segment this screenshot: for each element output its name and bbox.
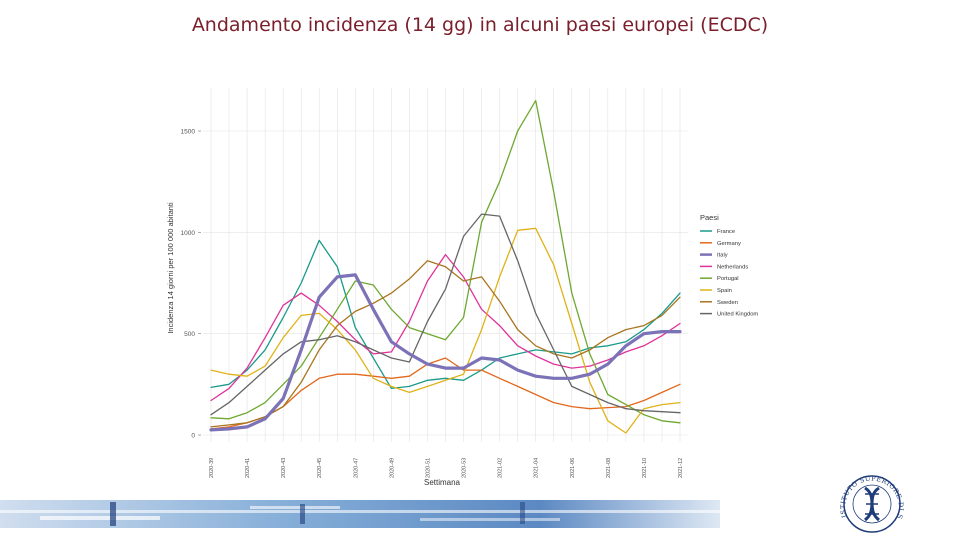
- legend-label: Netherlands: [717, 264, 748, 270]
- y-tick-label: 0: [191, 433, 195, 440]
- x-tick-label: 2020-45: [317, 458, 323, 478]
- x-tick-label: 2021-02: [498, 458, 504, 478]
- legend-label: Sweden: [717, 300, 738, 306]
- chart-series: [209, 99, 682, 434]
- footer-decorative-band: [0, 500, 720, 528]
- x-tick-label: 2021-12: [678, 458, 684, 478]
- x-tick-label: 2021-06: [570, 458, 576, 478]
- legend-label: France: [717, 229, 735, 235]
- legend-label: Italy: [717, 253, 728, 259]
- iss-logo: ISTITUTO SUPERIORE DI SANITÀ: [832, 468, 905, 533]
- y-tick-label: 1000: [181, 230, 196, 237]
- series-line-sweden: [210, 260, 681, 428]
- chart-axes: Incidenza 14 giorni per 100 000 abitanti…: [166, 129, 684, 488]
- series-line-italy: [209, 273, 682, 432]
- x-tick-label: 2020-41: [245, 458, 251, 478]
- x-tick-label: 2021-04: [534, 458, 540, 478]
- chart-legend: Paesi France Germany Italy Netherlands Portu…: [700, 213, 758, 318]
- series-line-france: [210, 239, 681, 390]
- x-tick-label: 2020-49: [389, 458, 395, 478]
- x-tick-label: 2020-51: [425, 458, 431, 478]
- legend-label: United Kingdom: [717, 312, 758, 318]
- x-tick-label: 2020-53: [462, 458, 468, 478]
- x-tick-label: 2021-10: [642, 458, 648, 478]
- series-line-netherlands: [210, 253, 681, 402]
- x-tick-label: 2020-43: [281, 458, 287, 478]
- series-line-spain: [210, 227, 681, 434]
- y-axis-label: Incidenza 14 giorni per 100 000 abitanti: [166, 202, 175, 334]
- legend-title: Paesi: [700, 213, 719, 222]
- chart-grid: [203, 88, 688, 442]
- legend-label: Germany: [717, 241, 741, 247]
- series-line-united-kingdom: [210, 213, 681, 416]
- x-tick-label: 2020-47: [353, 458, 359, 478]
- y-tick-label: 500: [184, 331, 195, 338]
- x-tick-label: 2021-08: [606, 458, 612, 478]
- legend-label: Spain: [717, 288, 732, 294]
- x-axis-label: Settimana: [424, 478, 461, 487]
- y-tick-label: 1500: [181, 129, 196, 136]
- slide-title: Andamento incidenza (14 gg) in alcuni pa…: [191, 14, 769, 36]
- x-tick-label: 2020-39: [209, 458, 215, 478]
- legend-label: Portugal: [717, 276, 739, 282]
